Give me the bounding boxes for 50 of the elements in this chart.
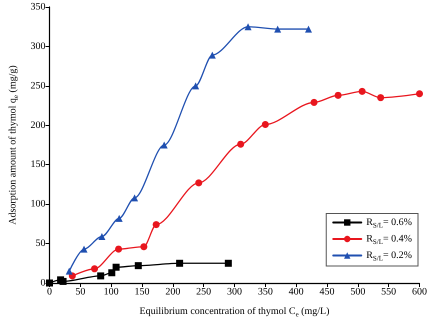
- x-tick-label: 600: [412, 286, 427, 298]
- y-tick-label: 0: [40, 278, 46, 288]
- x-tick-label: 150: [134, 286, 150, 298]
- x-tick-label: 300: [227, 286, 242, 298]
- point: [192, 82, 200, 90]
- point: [416, 90, 423, 98]
- point: [112, 264, 120, 271]
- x-tick-label: 250: [196, 286, 212, 298]
- y-tick-label: 50: [36, 238, 46, 250]
- x-tick-label: 450: [320, 286, 334, 298]
- point: [244, 23, 252, 30]
- y-tick-label: 150: [30, 159, 46, 170]
- x-tick-label: 350: [258, 286, 273, 298]
- y-tick-label: 250: [30, 80, 46, 92]
- x-tick-label: 400: [288, 286, 304, 298]
- point: [116, 214, 123, 222]
- point: [108, 269, 116, 276]
- y-tick-label: 200: [30, 120, 46, 131]
- point: [97, 272, 104, 280]
- point: [310, 98, 318, 106]
- point: [208, 52, 216, 59]
- x-tick-label: 200: [165, 286, 180, 298]
- point: [274, 26, 282, 33]
- point: [262, 121, 269, 128]
- point: [195, 179, 202, 186]
- point: [91, 265, 98, 272]
- point: [334, 92, 342, 99]
- point: [115, 246, 122, 253]
- y-tick-label: 300: [30, 40, 46, 52]
- x-tick-label: 550: [381, 286, 396, 298]
- point: [134, 262, 142, 270]
- point: [60, 278, 67, 285]
- x-tick-label: 500: [350, 286, 366, 298]
- point: [358, 88, 366, 95]
- point: [377, 94, 384, 102]
- x-tick-label: 100: [104, 286, 119, 298]
- point: [305, 26, 312, 33]
- y-tick-label: 350: [30, 2, 46, 12]
- point: [98, 232, 106, 240]
- point: [160, 142, 168, 148]
- point: [152, 221, 160, 228]
- point: [224, 260, 232, 267]
- point: [176, 260, 184, 267]
- point: [237, 140, 244, 148]
- point: [140, 243, 148, 250]
- y-tick-label: 100: [30, 198, 46, 210]
- point: [80, 246, 88, 253]
- x-tick-label: 50: [75, 286, 86, 298]
- point: [131, 194, 138, 202]
- point: [66, 268, 73, 275]
